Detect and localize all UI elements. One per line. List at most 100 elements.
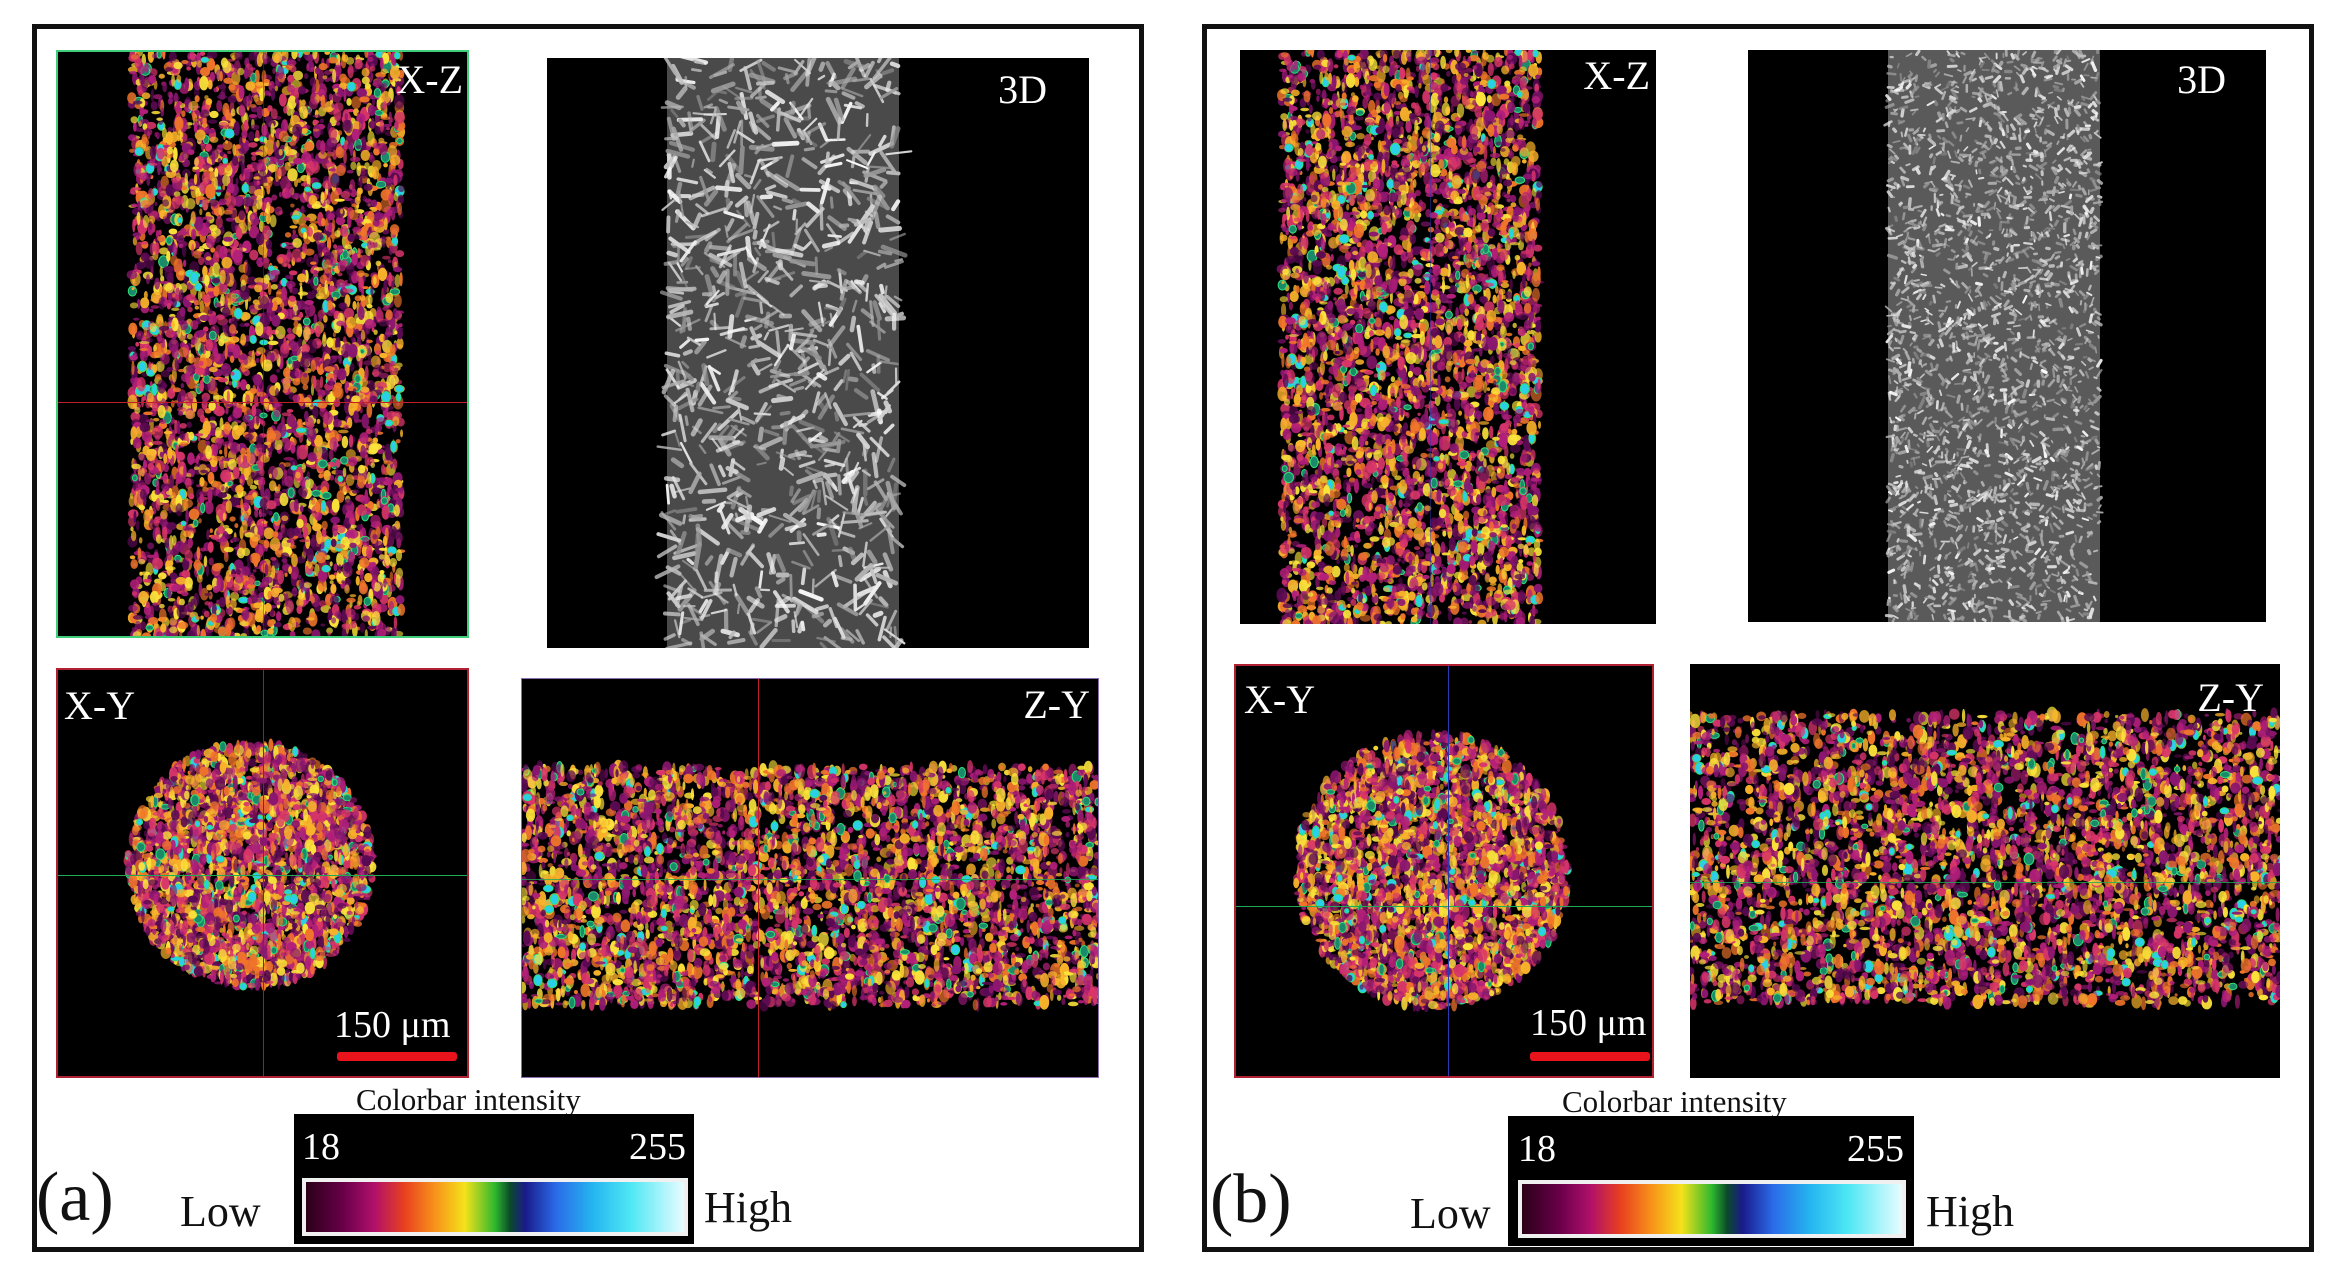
- intensity-speck: [204, 592, 212, 597]
- intensity-speck: [395, 250, 405, 258]
- intensity-speck: [199, 75, 209, 91]
- intensity-speck: [316, 418, 321, 424]
- intensity-speck: [217, 525, 225, 534]
- intensity-speck: [309, 220, 319, 224]
- intensity-speck: [337, 525, 346, 534]
- intensity-speck: [384, 177, 394, 184]
- intensity-speck: [149, 308, 154, 313]
- intensity-speck: [178, 289, 184, 304]
- fiber-strand: [837, 555, 843, 568]
- intensity-speck: [155, 534, 162, 544]
- intensity-speck: [205, 98, 213, 106]
- intensity-speck: [139, 422, 151, 433]
- intensity-speck: [379, 57, 384, 70]
- intensity-speck: [296, 605, 303, 615]
- intensity-speck: [158, 73, 165, 79]
- intensity-speck: [207, 488, 213, 504]
- fiber-strand: [829, 196, 834, 209]
- intensity-speck: [265, 211, 271, 225]
- intensity-speck: [231, 155, 239, 167]
- intensity-speck: [199, 476, 205, 487]
- intensity-speck: [389, 344, 396, 357]
- intensity-speck: [397, 194, 405, 205]
- intensity-speck: [233, 586, 239, 595]
- intensity-speck: [276, 65, 285, 80]
- intensity-speck: [236, 403, 244, 409]
- high-intensity-speck: [363, 596, 372, 607]
- intensity-speck: [288, 295, 296, 302]
- intensity-speck: [215, 216, 223, 228]
- intensity-speck: [364, 365, 369, 381]
- intensity-speck: [195, 433, 204, 437]
- intensity-speck: [370, 247, 382, 251]
- intensity-speck: [327, 463, 331, 471]
- intensity-speck: [185, 356, 197, 363]
- intensity-speck: [225, 403, 235, 407]
- intensity-speck: [200, 547, 207, 552]
- fiber-strand: [682, 514, 687, 525]
- intensity-speck: [348, 551, 356, 562]
- intensity-speck: [235, 484, 243, 495]
- intensity-speck: [199, 208, 203, 216]
- intensity-speck: [361, 413, 370, 429]
- intensity-speck: [171, 307, 180, 312]
- intensity-speck: [329, 580, 334, 585]
- high-intensity-speck: [189, 271, 199, 285]
- intensity-speck: [174, 116, 184, 131]
- intensity-speck: [351, 489, 360, 494]
- intensity-speck: [129, 302, 139, 309]
- intensity-speck: [181, 59, 189, 65]
- intensity-speck: [372, 368, 380, 378]
- intensity-speck: [303, 582, 313, 589]
- intensity-speck: [246, 553, 252, 565]
- intensity-speck: [181, 244, 187, 257]
- intensity-speck: [294, 369, 304, 379]
- intensity-speck: [167, 126, 173, 133]
- fiber-strand: [788, 323, 794, 342]
- intensity-speck: [284, 161, 291, 171]
- high-intensity-speck: [394, 385, 405, 393]
- intensity-speck: [171, 584, 181, 592]
- intensity-speck: [296, 309, 301, 316]
- intensity-speck: [165, 282, 175, 294]
- intensity-speck: [382, 255, 391, 260]
- intensity-speck: [287, 74, 295, 83]
- intensity-speck: [353, 410, 359, 424]
- intensity-speck: [315, 325, 321, 338]
- intensity-speck: [250, 498, 254, 506]
- intensity-speck: [171, 320, 175, 329]
- intensity-speck: [262, 138, 268, 144]
- intensity-speck: [399, 272, 403, 287]
- intensity-speck: [176, 134, 180, 142]
- intensity-speck: [328, 574, 336, 580]
- intensity-speck: [381, 235, 386, 248]
- intensity-speck: [225, 595, 230, 609]
- intensity-speck: [356, 475, 366, 489]
- intensity-speck: [164, 566, 176, 571]
- intensity-speck: [350, 161, 357, 171]
- intensity-speck: [312, 83, 317, 94]
- intensity-speck: [186, 66, 192, 71]
- intensity-speck: [263, 256, 270, 270]
- intensity-speck: [264, 576, 273, 584]
- intensity-speck: [280, 286, 288, 301]
- intensity-speck: [229, 355, 235, 363]
- intensity-speck: [220, 294, 226, 307]
- intensity-speck: [188, 508, 200, 520]
- fiber-strand: [837, 474, 842, 496]
- intensity-speck: [364, 454, 369, 468]
- intensity-speck: [345, 316, 357, 329]
- intensity-speck: [218, 121, 229, 129]
- intensity-speck: [360, 445, 366, 456]
- intensity-speck: [311, 561, 317, 566]
- intensity-speck: [263, 274, 270, 285]
- intensity-speck: [194, 129, 206, 141]
- intensity-speck: [323, 70, 332, 76]
- intensity-speck: [395, 548, 403, 562]
- intensity-speck: [213, 626, 225, 634]
- intensity-speck: [184, 391, 194, 406]
- high-intensity-speck: [194, 282, 203, 292]
- intensity-speck: [324, 366, 335, 372]
- fiber-strand: [712, 405, 731, 410]
- intensity-speck: [162, 137, 170, 143]
